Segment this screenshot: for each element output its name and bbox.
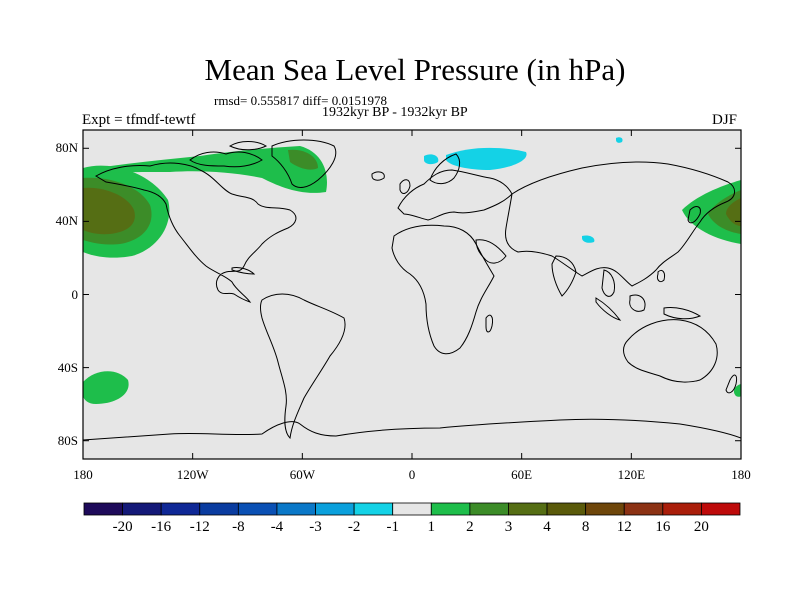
lon-label: 120E — [617, 467, 646, 482]
colorbar-label: 12 — [616, 519, 632, 535]
coast-north-america — [95, 162, 297, 303]
anomaly-north-pacific-level3 — [83, 187, 135, 235]
colorbar-label: 20 — [693, 519, 709, 535]
coast-cuba — [231, 267, 256, 275]
coast-south-america — [260, 293, 346, 440]
coast-africa — [391, 224, 495, 355]
coast-scandinavia — [429, 153, 461, 185]
colorbar-box — [469, 502, 509, 516]
lon-label: 60W — [289, 467, 315, 482]
colorbar-box — [701, 502, 741, 516]
colorbar-box — [353, 502, 394, 516]
colorbar-label: -2 — [347, 519, 361, 535]
colorbar-label: -8 — [232, 519, 245, 535]
colorbar-box — [199, 502, 239, 516]
anomaly-layer — [83, 137, 741, 404]
colorbar-box — [662, 502, 702, 516]
colorbar-box — [160, 502, 201, 516]
colorbar-box — [430, 502, 471, 516]
lat-label: 40S — [57, 359, 78, 375]
colorbar-box — [276, 502, 316, 516]
map-background — [83, 130, 741, 459]
lon-label: 60E — [511, 467, 533, 482]
coast-british-isles — [399, 179, 411, 194]
anomaly-south-pacific — [83, 371, 129, 404]
colorbar-label: 1 — [427, 519, 436, 535]
lon-label: 120W — [176, 467, 209, 482]
coast-japan — [687, 206, 701, 224]
period-text: 1932kyr BP - 1932kyr BP — [322, 105, 468, 120]
coast-arabia — [475, 239, 507, 264]
lon-label: 180 — [73, 467, 93, 482]
lon-label: 180 — [731, 467, 751, 482]
anomaly-asia-small-negative — [582, 235, 595, 243]
colorbar-label: -20 — [112, 519, 133, 535]
anomaly-greenland-core — [288, 149, 318, 170]
coast-australia — [623, 319, 718, 383]
lon-label: 0 — [408, 467, 416, 482]
axis-ticks — [82, 130, 742, 459]
lat-label: 0 — [71, 286, 79, 302]
coast-new-guinea — [663, 307, 702, 320]
colorbar-box — [623, 502, 664, 516]
coast-greenland — [271, 139, 337, 188]
colorbar-box — [122, 502, 162, 516]
lat-label: 40N — [55, 213, 78, 229]
lat-label: 80N — [55, 140, 78, 156]
coast-antarctica — [83, 418, 741, 441]
anomaly-arctic-small-negative — [616, 137, 623, 143]
coastlines — [83, 139, 741, 441]
colorbar-label: 8 — [581, 519, 590, 535]
colorbar-box — [315, 502, 355, 516]
anomaly-nw-pacific-level3 — [726, 198, 741, 226]
colorbar-label: -3 — [309, 519, 322, 535]
coast-indochina — [601, 269, 615, 297]
colorbar-label: 4 — [543, 519, 551, 535]
season-label: DJF — [712, 112, 738, 128]
lat-label: 80S — [57, 432, 78, 448]
experiment-label: Expt = tfmdf-tewtf — [82, 112, 196, 128]
coast-borneo — [629, 294, 646, 312]
colorbar-label: -4 — [270, 519, 284, 535]
anomaly-south-east-edge — [733, 384, 741, 397]
colorbar-label: -16 — [151, 519, 172, 535]
colorbar-box — [508, 502, 548, 516]
colorbar-box — [237, 502, 278, 516]
coast-philippines — [657, 269, 665, 283]
chart-title: Mean Sea Level Pressure (in hPa) — [204, 52, 626, 87]
colorbar-box — [546, 502, 587, 516]
coast-arctic-archipelago — [189, 141, 268, 168]
colorbar-label: -12 — [189, 519, 210, 535]
coast-sumatra — [595, 297, 622, 321]
coast-new-zealand — [725, 374, 737, 394]
stats-text: rmsd= 0.555817 diff= 0.0151978 — [214, 93, 387, 108]
coast-iceland — [371, 171, 385, 181]
colorbar-box — [83, 502, 123, 516]
coast-asia — [505, 161, 735, 287]
anomaly-greenland-arctic — [83, 146, 327, 193]
anomaly-nw-pacific-level2 — [708, 190, 741, 234]
colorbar-label: 3 — [504, 519, 513, 535]
colorbar-label: 2 — [466, 519, 474, 535]
colorbar-label: -1 — [386, 519, 399, 535]
coast-india — [551, 255, 577, 297]
colorbar-label: 16 — [655, 519, 671, 535]
colorbar-box — [392, 502, 432, 516]
anomaly-barents-negative — [446, 147, 527, 170]
coast-madagascar — [485, 314, 493, 333]
colorbar-box — [585, 502, 625, 516]
anomaly-scandinavia-negative — [424, 154, 439, 165]
